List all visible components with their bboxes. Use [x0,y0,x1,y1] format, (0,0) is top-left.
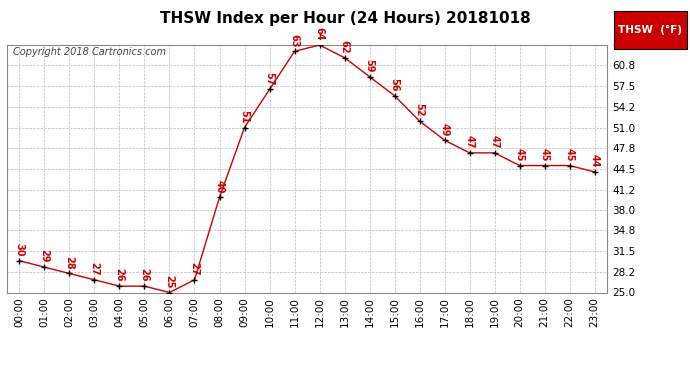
Text: 29: 29 [39,249,50,263]
Text: 45: 45 [540,148,550,161]
Text: 45: 45 [564,148,575,161]
Text: 26: 26 [115,268,124,282]
Text: 26: 26 [139,268,150,282]
Text: 64: 64 [315,27,324,41]
Text: 62: 62 [339,40,350,54]
Text: THSW Index per Hour (24 Hours) 20181018: THSW Index per Hour (24 Hours) 20181018 [159,11,531,26]
Text: 47: 47 [464,135,475,149]
Text: 30: 30 [14,243,24,256]
Text: 40: 40 [215,180,224,193]
Text: 52: 52 [415,104,424,117]
Text: 56: 56 [390,78,400,92]
Text: 57: 57 [264,72,275,85]
Text: 51: 51 [239,110,250,123]
Text: 47: 47 [490,135,500,149]
Text: 25: 25 [164,275,175,288]
Text: 59: 59 [364,59,375,73]
Text: 27: 27 [190,262,199,276]
Text: 27: 27 [90,262,99,276]
Text: THSW  (°F): THSW (°F) [618,25,682,35]
Text: 45: 45 [515,148,524,161]
Text: 63: 63 [290,34,299,47]
Text: 49: 49 [440,123,450,136]
Text: 28: 28 [64,256,75,269]
Text: 44: 44 [590,154,600,168]
Text: Copyright 2018 Cartronics.com: Copyright 2018 Cartronics.com [13,48,166,57]
